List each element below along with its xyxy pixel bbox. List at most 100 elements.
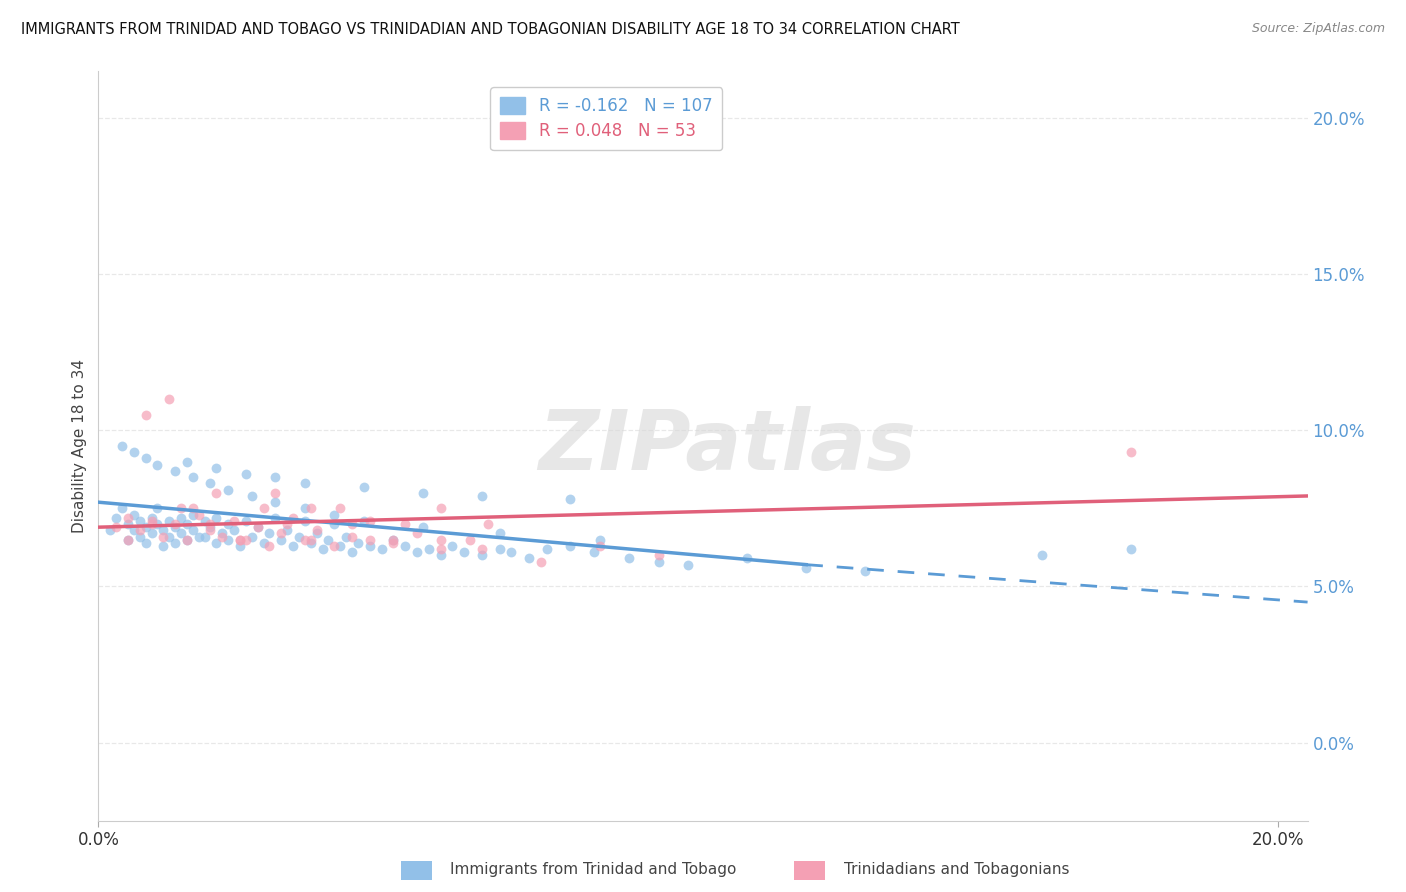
Point <box>264 485 287 500</box>
Point <box>181 501 204 516</box>
Point <box>135 408 157 422</box>
Point <box>229 539 252 553</box>
Point <box>318 533 340 547</box>
Point <box>359 533 381 547</box>
Point <box>187 530 209 544</box>
Point <box>517 551 540 566</box>
Point <box>200 520 222 534</box>
Point <box>211 530 233 544</box>
Point <box>294 533 316 547</box>
Point <box>429 542 451 557</box>
Text: Immigrants from Trinidad and Tobago: Immigrants from Trinidad and Tobago <box>450 863 737 877</box>
Point <box>560 492 582 507</box>
Point <box>135 535 157 549</box>
Point <box>128 530 150 544</box>
Point <box>146 501 169 516</box>
Point <box>200 476 222 491</box>
Point <box>217 517 239 532</box>
Point <box>176 533 198 547</box>
Point <box>441 539 464 553</box>
Point <box>240 489 263 503</box>
Point <box>259 526 281 541</box>
Point <box>382 533 405 547</box>
Point <box>235 533 257 547</box>
Point <box>222 514 245 528</box>
Point <box>471 548 494 563</box>
Point <box>1119 542 1142 557</box>
Point <box>205 461 228 475</box>
Point <box>246 520 269 534</box>
Point <box>205 510 228 524</box>
Point <box>619 551 641 566</box>
Point <box>165 520 187 534</box>
Point <box>176 533 198 547</box>
Point <box>589 533 612 547</box>
Point <box>205 485 228 500</box>
Point <box>1119 445 1142 459</box>
Point <box>323 539 346 553</box>
Point <box>194 530 217 544</box>
Point <box>418 542 440 557</box>
Point <box>340 530 363 544</box>
Point <box>98 523 121 537</box>
Point <box>217 533 239 547</box>
Point <box>359 514 381 528</box>
Point <box>794 561 817 575</box>
Point <box>488 542 510 557</box>
Point <box>276 523 298 537</box>
Point <box>152 523 174 537</box>
Point <box>488 526 510 541</box>
Point <box>240 530 263 544</box>
Point <box>200 517 222 532</box>
Point <box>305 526 328 541</box>
Point <box>299 501 322 516</box>
Point <box>329 539 352 553</box>
Point <box>135 520 157 534</box>
Point <box>141 514 163 528</box>
Point <box>141 510 163 524</box>
Point <box>105 510 128 524</box>
Point <box>299 535 322 549</box>
Point <box>589 539 612 553</box>
Point <box>1031 548 1053 563</box>
Point <box>453 545 475 559</box>
Point <box>270 533 292 547</box>
Point <box>281 539 304 553</box>
Point <box>146 517 169 532</box>
Text: IMMIGRANTS FROM TRINIDAD AND TOBAGO VS TRINIDADIAN AND TOBAGONIAN DISABILITY AGE: IMMIGRANTS FROM TRINIDAD AND TOBAGO VS T… <box>21 22 960 37</box>
Point <box>471 542 494 557</box>
Point <box>111 501 134 516</box>
Point <box>678 558 700 572</box>
Point <box>305 523 328 537</box>
Text: Trinidadians and Tobagonians: Trinidadians and Tobagonians <box>844 863 1069 877</box>
Point <box>471 489 494 503</box>
Point <box>217 483 239 497</box>
Point <box>294 501 316 516</box>
Point <box>122 508 145 522</box>
Point <box>211 526 233 541</box>
Point <box>141 517 163 532</box>
Point <box>288 530 311 544</box>
Point <box>205 535 228 549</box>
Point <box>353 514 375 528</box>
Point <box>311 542 333 557</box>
Point <box>165 535 187 549</box>
Point <box>458 533 481 547</box>
Point <box>122 445 145 459</box>
Point <box>122 523 145 537</box>
Point <box>181 523 204 537</box>
Point <box>176 455 198 469</box>
Point <box>394 539 416 553</box>
Point <box>165 517 187 532</box>
Point <box>229 533 252 547</box>
Point <box>259 539 281 553</box>
Point <box>477 517 499 532</box>
Point <box>335 530 357 544</box>
Point <box>853 564 876 578</box>
Point <box>157 530 180 544</box>
Point <box>105 520 128 534</box>
Point <box>146 458 169 472</box>
Point <box>235 467 257 482</box>
Point <box>353 480 375 494</box>
Point <box>347 535 370 549</box>
